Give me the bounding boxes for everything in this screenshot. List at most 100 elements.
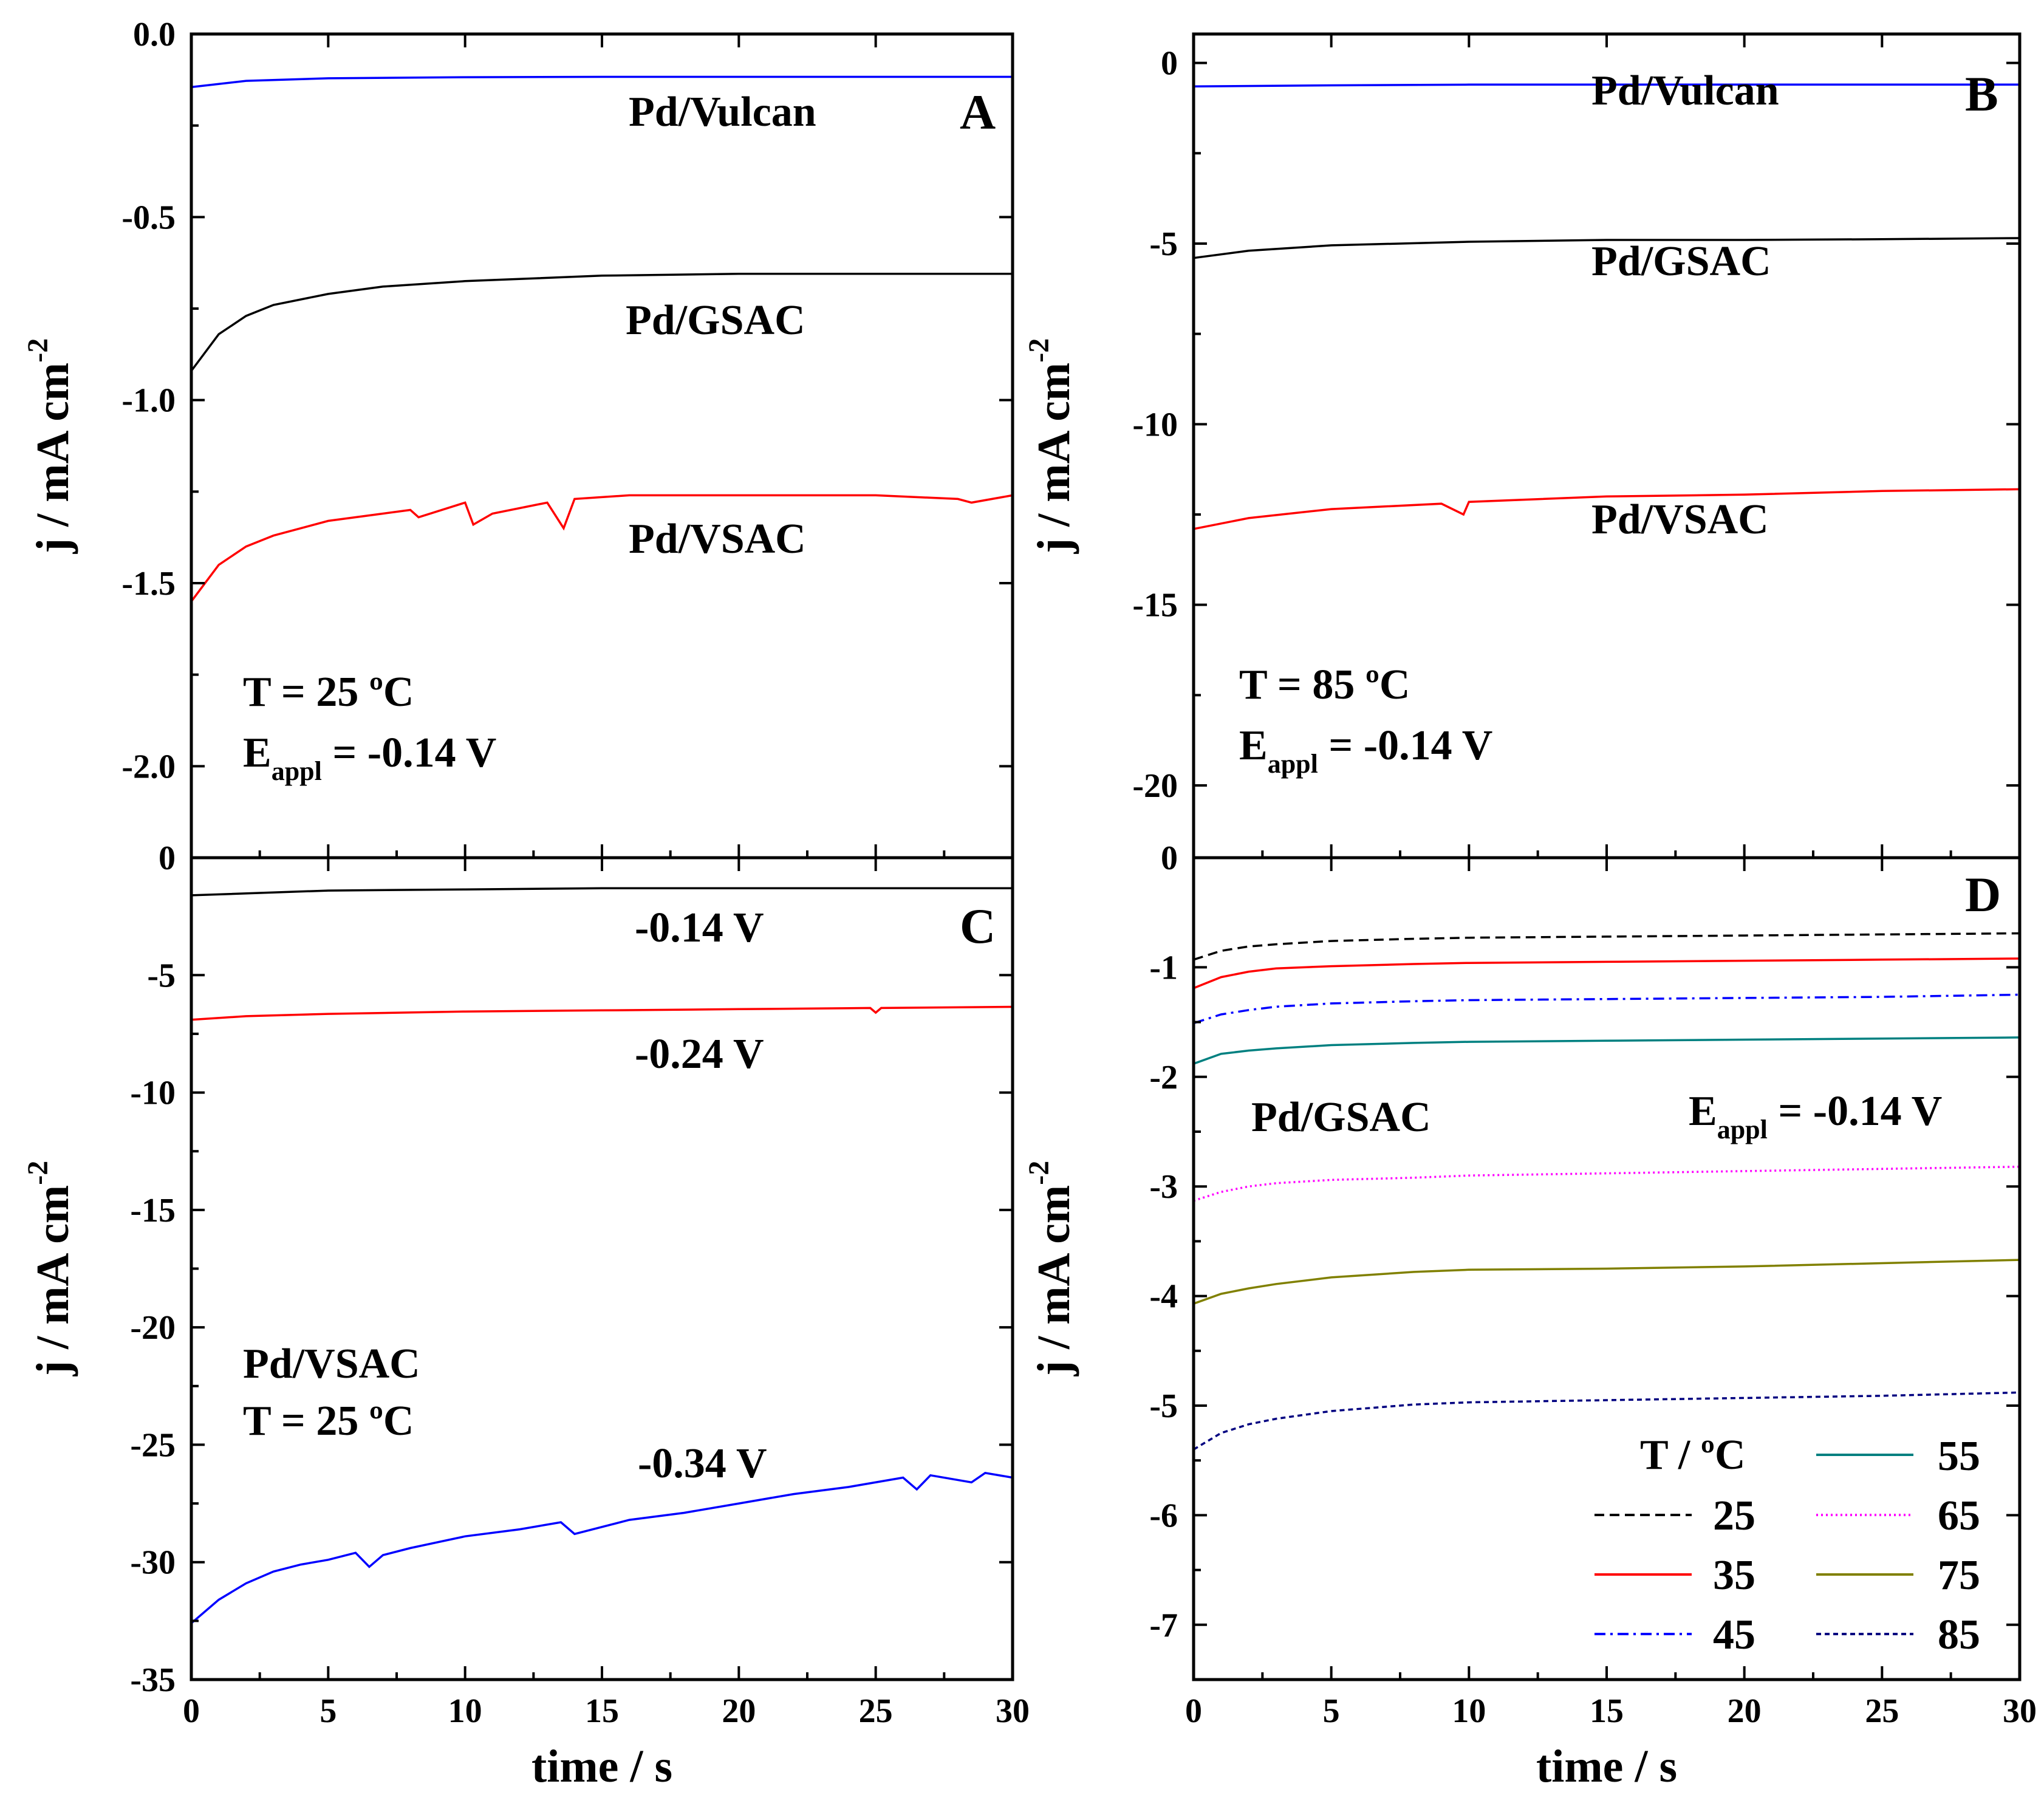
panel-c-ytick-label-0: -5 <box>147 957 176 994</box>
panel-c-letter: C <box>960 898 996 954</box>
panel-a-ytick-label-0: 0.0 <box>133 16 176 53</box>
panel-d-annotations: D Pd/GSAC Eappl = -0.14 V <box>1251 867 2001 1144</box>
panel-c-xtick-label-1: 5 <box>320 1692 337 1730</box>
panel-d-x-axis-title: time / s <box>1536 1741 1677 1792</box>
panel-b-annotations: B Pd/Vulcan Pd/GSAC Pd/VSAC T = 85 ºC Ea… <box>1239 66 1998 779</box>
panel-c-sample: Pd/VSAC <box>243 1341 420 1387</box>
panel-d-legend: T / ºC 25 35 45 55 65 75 85 <box>1595 1432 1980 1658</box>
panel-d: -1 -2 -3 -4 -5 -6 -7 0 5 10 15 20 25 30 0 time / s j / m… <box>1023 839 2037 1792</box>
panel-b-y-axis-title-main: j / mA cm <box>1028 363 1079 554</box>
panel-a-eappl: Eappl = -0.14 V <box>243 730 496 786</box>
legend-title: T / ºC <box>1640 1432 1746 1479</box>
panel-c-ytick-label-4: -25 <box>130 1426 176 1464</box>
panel-b-ytick-label-1: -5 <box>1149 225 1178 263</box>
panel-d-series-1 <box>1193 957 2020 990</box>
legend-label-55: 55 <box>1938 1433 1980 1480</box>
panel-a-annotations: A Pd/Vulcan Pd/GSAC Pd/VSAC T = 25 ºC Ea… <box>243 84 996 786</box>
panel-d-ytick-label-3: -4 <box>1149 1278 1178 1316</box>
legend-label-75: 75 <box>1938 1552 1980 1599</box>
panel-c-xtick-label-0: 0 <box>183 1692 200 1730</box>
panel-d-letter: D <box>1965 867 2001 922</box>
panel-b-ytick-label-2: -10 <box>1132 406 1178 443</box>
panel-a-label-gsac: Pd/GSAC <box>626 297 805 344</box>
panel-a-series-1 <box>190 272 1013 372</box>
legend-label-85: 85 <box>1938 1612 1980 1658</box>
panel-c-label-014: -0.14 V <box>635 904 764 951</box>
panel-c-xtick-label-4: 20 <box>722 1692 756 1730</box>
panel-c-ytick-label-2: -15 <box>130 1192 176 1229</box>
panel-d-xtick-label-3: 15 <box>1590 1692 1624 1730</box>
panel-d-y-axis-title-sup: -2 <box>1023 1161 1055 1185</box>
panel-c-temp: T = 25 ºC <box>243 1398 414 1444</box>
panel-c-series-2 <box>190 1471 1013 1624</box>
panel-a-series-2 <box>190 494 1013 603</box>
panel-b-label-gsac: Pd/GSAC <box>1591 238 1771 285</box>
panel-b-eappl: Eappl = -0.14 V <box>1239 722 1492 779</box>
panel-a-ytick-label-2: -1.0 <box>121 382 176 420</box>
panel-d-xtick-label-0: 0 <box>1185 1692 1202 1730</box>
panel-d-series-2 <box>1193 993 2020 1025</box>
panel-a-series-0 <box>191 75 1013 89</box>
panel-d-xtick-label-2: 10 <box>1452 1692 1486 1730</box>
panel-d-xtick-label-5: 25 <box>1865 1692 1899 1730</box>
panel-a-temp: T = 25 ºC <box>243 669 414 716</box>
panel-d-xtick-label-1: 5 <box>1323 1692 1340 1730</box>
panel-c-ytick-label-zero: 0 <box>159 839 176 877</box>
panel-c-frame <box>190 856 1014 1681</box>
panel-a-ytick-label-1: -0.5 <box>121 199 176 236</box>
panel-b-label-vsac: Pd/VSAC <box>1591 496 1769 543</box>
panel-d-eappl: Eappl = -0.14 V <box>1689 1088 1942 1144</box>
panel-b-ytick-label-3: -15 <box>1132 587 1178 624</box>
panel-b-series-0 <box>1193 83 2020 87</box>
panel-b-series-1 <box>1193 237 2020 259</box>
panel-c-ytick-label-5: -30 <box>130 1544 176 1582</box>
panel-c-x-axis-title: time / s <box>532 1741 672 1792</box>
panel-d-ytick-label-5: -6 <box>1149 1497 1178 1534</box>
panel-c-xtick-label-5: 25 <box>859 1692 893 1730</box>
panel-a-y-axis-title: j / mA cm-2 <box>22 338 78 554</box>
panel-a: 0.0 -0.5 -1.0 -1.5 -2.0 j / mA cm-2 <box>22 16 1014 860</box>
panel-c-series-0 <box>191 887 1013 897</box>
panel-d-series-6 <box>1193 1391 2020 1451</box>
panel-d-ytick-label-4: -5 <box>1149 1387 1178 1425</box>
panel-b: 0 -5 -10 -15 -20 j / mA cm-2 <box>1023 32 2022 860</box>
panel-d-ytick-label-zero: 0 <box>1161 839 1178 877</box>
panel-d-y-axis-title-main: j / mA cm <box>1028 1185 1079 1376</box>
panel-c-xtick-label-3: 15 <box>585 1692 619 1730</box>
panel-c-label-034: -0.34 V <box>638 1440 767 1487</box>
panel-c-y-axis-title-sup: -2 <box>22 1161 54 1185</box>
legend-label-25: 25 <box>1713 1492 1755 1539</box>
panel-d-series-0 <box>1193 932 2020 961</box>
panel-b-ytick-label-0: 0 <box>1161 45 1178 83</box>
panel-a-letter: A <box>960 84 996 140</box>
panel-d-ytick-label-1: -2 <box>1149 1059 1178 1096</box>
panel-b-label-vulcan: Pd/Vulcan <box>1591 67 1779 114</box>
panel-d-ytick-label-0: -1 <box>1149 949 1178 986</box>
panel-a-y-axis-title-sup: -2 <box>22 338 54 363</box>
panel-a-frame <box>190 32 1014 860</box>
panel-b-y-axis-title: j / mA cm-2 <box>1023 338 1079 554</box>
panel-a-label-vulcan: Pd/Vulcan <box>629 89 816 135</box>
panel-c-label-024: -0.24 V <box>635 1031 764 1078</box>
panel-d-series-4 <box>1193 1165 2020 1202</box>
panel-a-ytick-label-3: -1.5 <box>121 565 176 603</box>
panel-d-series-3 <box>1193 1036 2020 1065</box>
panel-d-sample: Pd/GSAC <box>1251 1094 1431 1141</box>
panel-b-ytick-label-4: -20 <box>1132 767 1178 805</box>
panel-c-ytick-label-3: -20 <box>130 1309 176 1347</box>
panel-b-letter: B <box>1965 66 1998 121</box>
panel-c-ytick-label-1: -10 <box>130 1075 176 1112</box>
panel-d-ytick-label-6: -7 <box>1149 1607 1178 1644</box>
panel-c-xtick-label-2: 10 <box>448 1692 482 1730</box>
panel-c-y-axis-title-main: j / mA cm <box>27 1185 78 1376</box>
panel-b-y-axis-title-sup: -2 <box>1023 338 1055 363</box>
panel-c-y-axis-title: j / mA cm-2 <box>22 1161 78 1376</box>
panel-c-xtick-label-6: 30 <box>996 1692 1030 1730</box>
panel-b-temp: T = 85 ºC <box>1239 662 1410 708</box>
panel-a-ytick-label-4: -2.0 <box>121 748 176 785</box>
legend-label-45: 45 <box>1713 1612 1755 1658</box>
panel-d-xtick-label-4: 20 <box>1728 1692 1762 1730</box>
panel-a-label-vsac: Pd/VSAC <box>629 516 806 562</box>
